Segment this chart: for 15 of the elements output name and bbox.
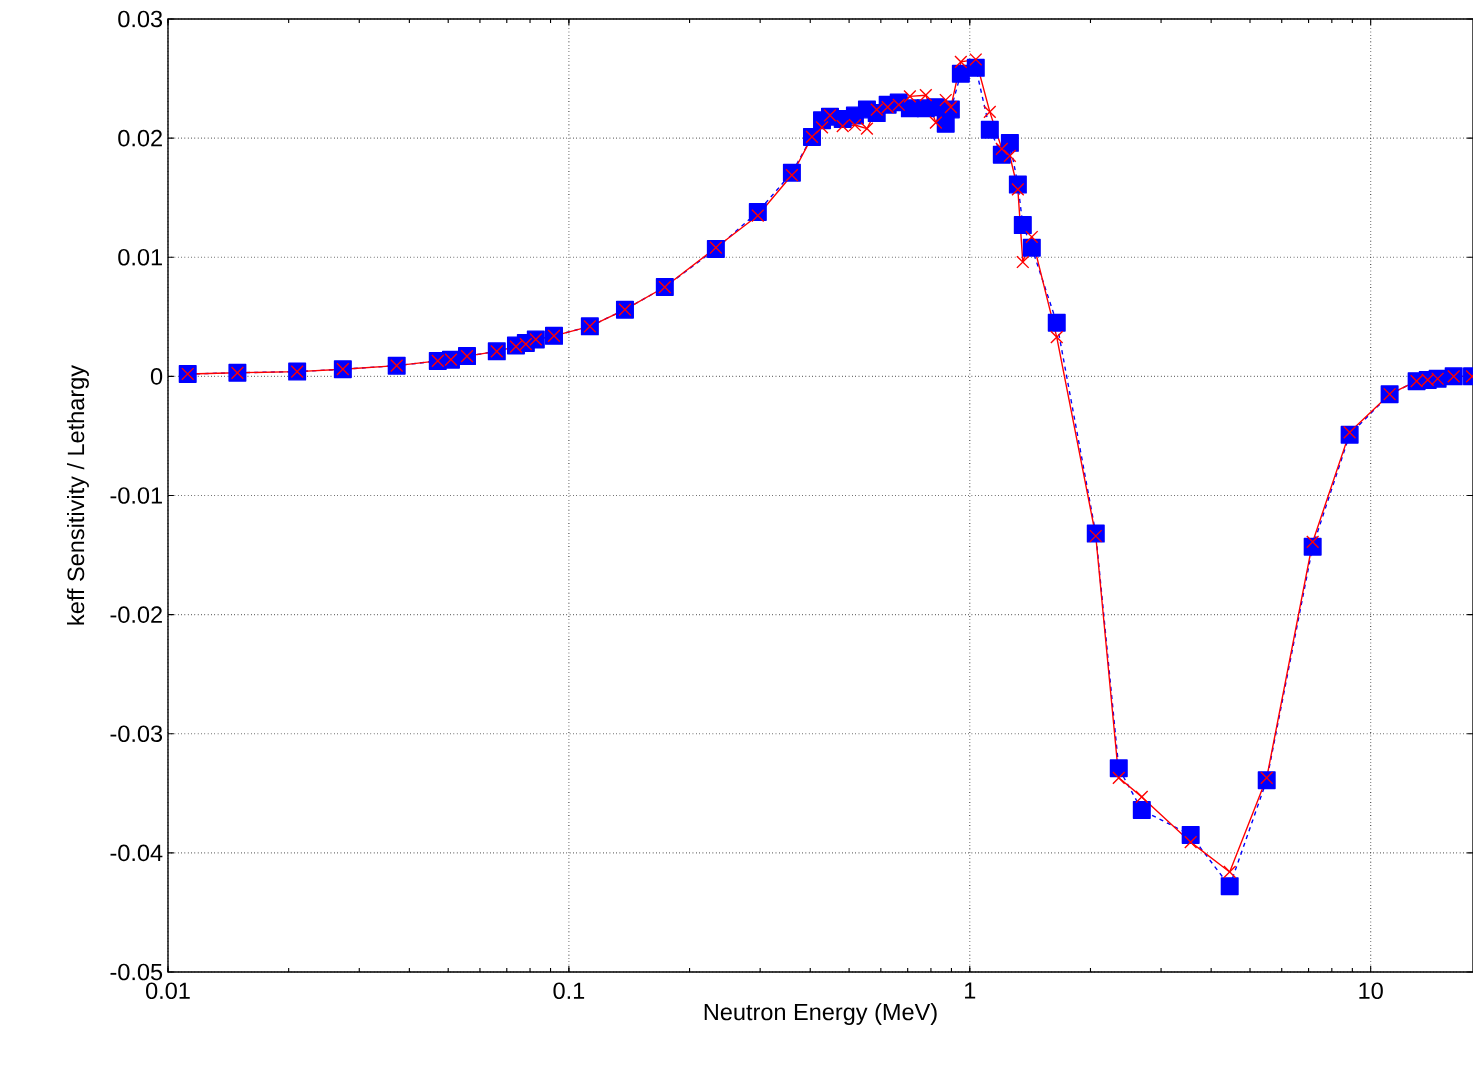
y-tick-label: 0.03: [118, 10, 163, 28]
y-tick-label: 0: [150, 368, 163, 385]
y-tick-label: 0.01: [118, 248, 162, 266]
y-tick-label: -0.05: [110, 963, 163, 981]
x-tick-label: 1: [965, 982, 976, 999]
y-axis-title: keff Sensitivity / Lethargy: [67, 365, 89, 625]
x-axis-title: Neutron Energy (MeV): [704, 1003, 937, 1025]
y-tick-label: 0.02: [118, 129, 162, 147]
x-tick-label: 10: [1359, 982, 1383, 1000]
y-tick-label: -0.01: [110, 487, 162, 504]
x-tick-label: 0.1: [553, 982, 585, 1000]
y-tick-label: -0.02: [110, 606, 162, 623]
x-tick-label: 0.01: [146, 982, 190, 1000]
y-tick-label: -0.04: [110, 844, 163, 862]
y-tick-label: -0.03: [110, 725, 163, 743]
